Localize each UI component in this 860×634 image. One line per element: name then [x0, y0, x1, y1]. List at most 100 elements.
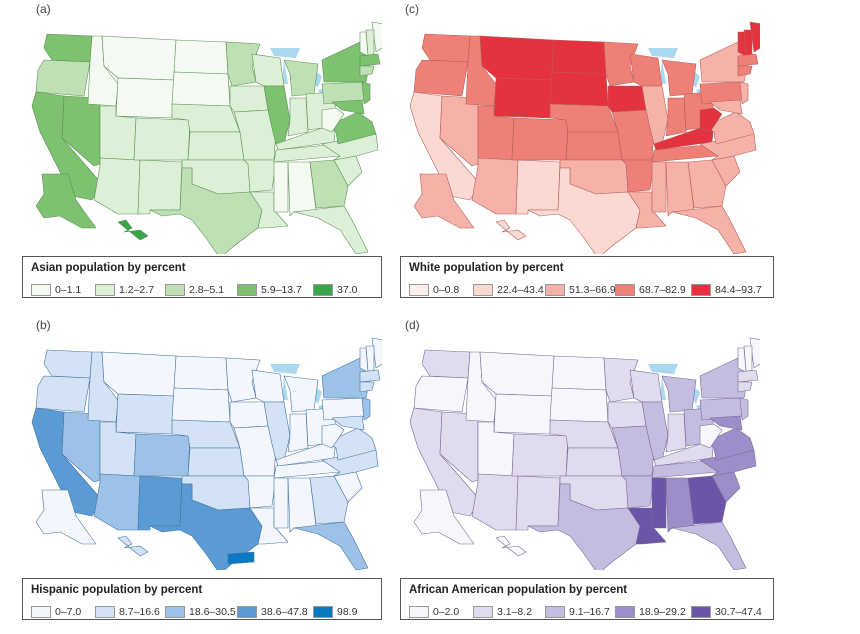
legend-label: 8.7–16.6: [119, 606, 160, 618]
legend-swatch: [237, 606, 257, 618]
legend-label: 2.8–5.1: [189, 284, 225, 296]
legend-title-african-american: African American population by percent: [409, 584, 628, 596]
state-wa: [43, 349, 93, 379]
legend-label: 51.3–66.9: [569, 284, 616, 296]
state-or: [35, 59, 91, 97]
legend-swatch: [165, 284, 185, 296]
legend-item: 1.2–2.7: [95, 284, 154, 296]
state-me: [749, 337, 760, 369]
state-ct: [359, 65, 375, 77]
legend-swatch: [473, 606, 493, 618]
panel-letter-a: (a): [36, 2, 51, 16]
state-wy: [115, 77, 175, 119]
legend-item: 51.3–66.9: [545, 284, 616, 296]
state-nj: [739, 397, 749, 421]
legend-item: 8.7–16.6: [95, 606, 160, 618]
legend-label: 0–7.0: [55, 606, 82, 618]
state-ia: [229, 401, 269, 429]
state-wa: [43, 33, 93, 63]
map-african-american: [409, 337, 760, 570]
legend-label: 0–1.1: [55, 284, 82, 296]
map-white: [409, 21, 760, 254]
state-ms: [651, 477, 667, 529]
state-hi: [117, 535, 149, 557]
legend-item: 3.1–8.2: [473, 606, 532, 618]
state-wa: [421, 33, 471, 63]
state-mi: [661, 59, 697, 97]
state-mt: [101, 35, 177, 81]
state-fl: [293, 205, 369, 254]
state-wy: [493, 393, 553, 435]
legend-item: 18.6–30.5: [165, 606, 236, 618]
legend-label: 0–2.0: [433, 606, 460, 618]
legend-item: 18.9–29.2: [615, 606, 686, 618]
state-ma: [359, 53, 381, 67]
state-ms: [273, 161, 289, 213]
state-me: [371, 21, 382, 53]
legend-label: 37.0: [337, 284, 358, 296]
lake-michigan: [282, 60, 288, 84]
state-ga: [687, 475, 727, 525]
state-mi: [283, 375, 319, 413]
state-nm: [137, 159, 183, 215]
state-in: [287, 97, 309, 137]
state-nj: [361, 81, 371, 105]
legend-swatch: [31, 606, 51, 618]
state-wi: [629, 53, 663, 87]
state-ar: [243, 475, 277, 509]
state-co: [511, 433, 569, 477]
state-nd: [551, 355, 607, 391]
legend-item: 68.7–82.9: [615, 284, 686, 296]
panel-letter-d: (d): [405, 318, 420, 332]
legend-label: 98.9: [337, 606, 358, 618]
state-ma: [737, 369, 759, 383]
state-mt: [101, 351, 177, 397]
panel-letter-b: (b): [36, 318, 51, 332]
legend-label: 30.7–47.4: [715, 606, 762, 618]
state-ak: [413, 489, 475, 545]
legend-swatch: [545, 606, 565, 618]
state-ar: [621, 475, 655, 509]
state-nd: [173, 39, 229, 75]
state-mt: [479, 351, 555, 397]
legend-swatch: [31, 284, 51, 296]
legend-label: 18.6–30.5: [189, 606, 236, 618]
state-mt: [479, 35, 555, 81]
legend-item: 0–0.8: [409, 284, 459, 296]
state-ga: [309, 159, 349, 209]
state-az: [471, 157, 519, 215]
state-ms: [273, 477, 289, 529]
legend-item: 22.4–43.4: [473, 284, 544, 296]
legend-label: 84.4–93.7: [715, 284, 762, 296]
state-tx: [527, 167, 641, 254]
legend-label: 22.4–43.4: [497, 284, 544, 296]
state-hi: [495, 219, 527, 241]
state-co: [511, 117, 569, 161]
legend-item: 30.7–47.4: [691, 606, 762, 618]
state-sd: [549, 387, 609, 423]
state-nm: [515, 475, 561, 531]
state-hi: [117, 219, 149, 241]
state-wv: [321, 423, 345, 449]
lake-michigan: [282, 376, 288, 400]
lake-michigan: [660, 376, 666, 400]
legend-title-hispanic: Hispanic population by percent: [31, 584, 203, 596]
state-wv: [699, 107, 723, 133]
legend-swatch: [313, 284, 333, 296]
lake-michigan: [660, 60, 666, 84]
legend-item: 0–7.0: [31, 606, 81, 618]
legend-swatch: [165, 606, 185, 618]
legend-label: 5.9–13.7: [261, 284, 302, 296]
legend-title-white: White population by percent: [409, 262, 564, 274]
state-ks: [565, 131, 623, 161]
state-md: [709, 99, 743, 115]
legend-swatch: [691, 606, 711, 618]
state-ia: [607, 401, 647, 429]
legend-label: 18.9–29.2: [639, 606, 686, 618]
legend-item: 0–1.1: [31, 284, 81, 296]
map-asian: [31, 21, 382, 254]
legend-african-american: African American population by percent 0…: [400, 578, 774, 620]
state-ct: [359, 381, 375, 393]
state-md: [709, 415, 743, 431]
state-tx: [149, 167, 263, 254]
